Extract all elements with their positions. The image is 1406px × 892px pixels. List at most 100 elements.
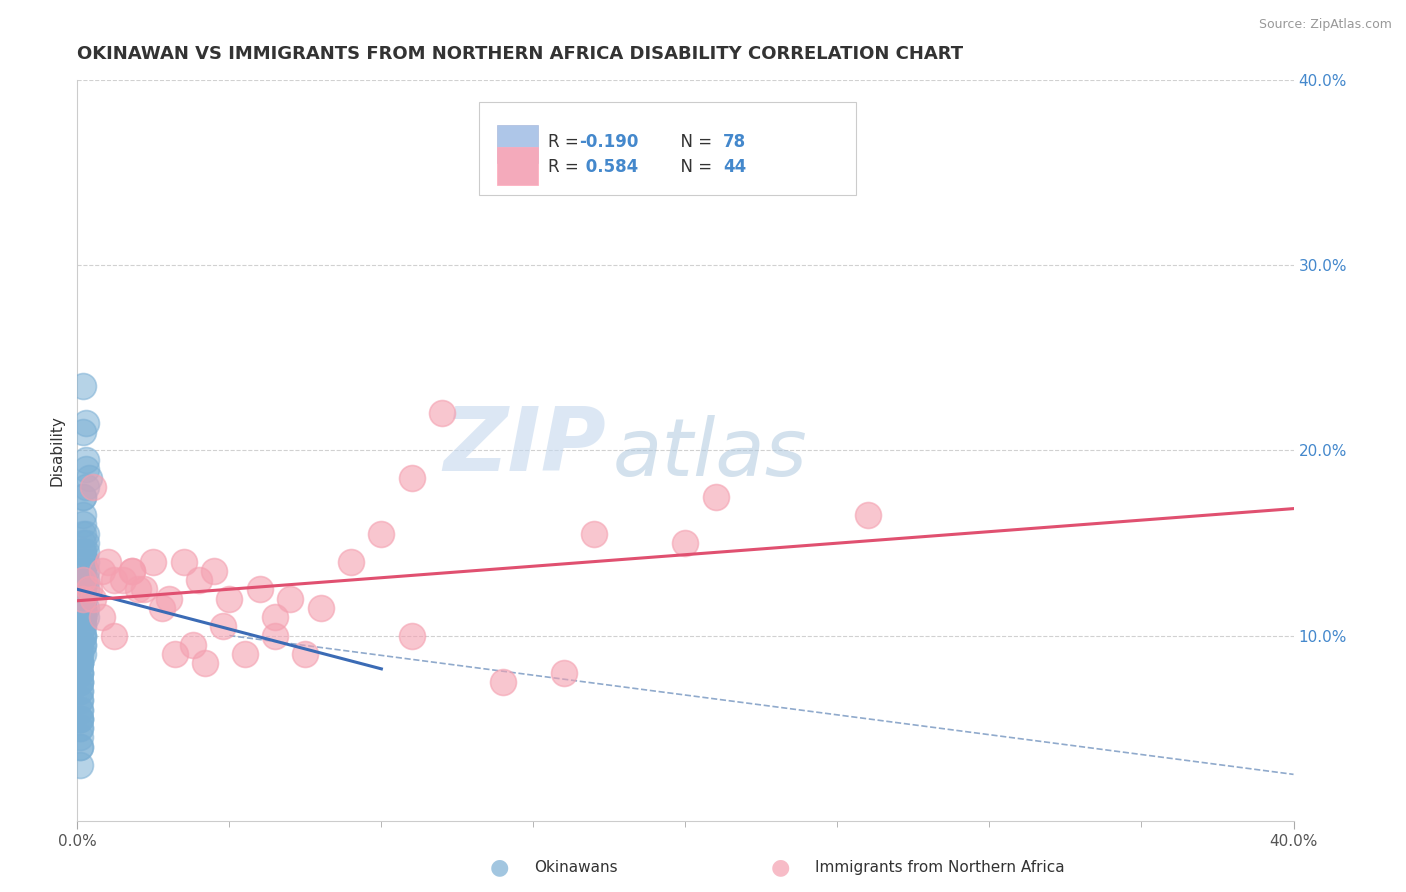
FancyBboxPatch shape <box>478 103 856 195</box>
Point <box>340 554 363 569</box>
Point <box>218 591 240 606</box>
Point <box>75 452 97 467</box>
Text: N =: N = <box>669 158 717 176</box>
Point <box>82 591 104 606</box>
Point <box>69 665 91 680</box>
Point <box>72 610 94 624</box>
Text: 78: 78 <box>723 133 747 151</box>
Text: ●: ● <box>770 857 790 877</box>
Point <box>181 638 204 652</box>
Point <box>72 591 94 606</box>
Point <box>72 573 94 587</box>
Point <box>72 545 94 559</box>
Point <box>69 674 91 689</box>
FancyBboxPatch shape <box>496 125 538 163</box>
Point <box>72 490 94 504</box>
Point <box>134 582 156 597</box>
Point <box>157 591 180 606</box>
Point <box>69 703 91 717</box>
Point <box>309 600 332 615</box>
Point <box>75 416 97 430</box>
Text: 0.584: 0.584 <box>579 158 638 176</box>
Point <box>82 481 104 495</box>
Point <box>72 564 94 578</box>
Text: Immigrants from Northern Africa: Immigrants from Northern Africa <box>815 860 1066 874</box>
Point <box>69 647 91 661</box>
Point <box>69 703 91 717</box>
Point <box>69 674 91 689</box>
Point <box>553 665 575 680</box>
Point <box>75 582 97 597</box>
Point <box>69 712 91 726</box>
Text: ●: ● <box>489 857 509 877</box>
Point <box>72 600 94 615</box>
Point <box>90 564 112 578</box>
Point <box>75 610 97 624</box>
Point <box>69 657 91 671</box>
Point <box>72 490 94 504</box>
Point <box>401 471 423 485</box>
Point <box>152 600 174 615</box>
Point <box>69 657 91 671</box>
Point <box>370 526 392 541</box>
Point <box>72 573 94 587</box>
Point <box>72 647 94 661</box>
Point <box>194 657 217 671</box>
Point <box>401 628 423 642</box>
Point <box>75 554 97 569</box>
Point <box>69 712 91 726</box>
Point <box>75 600 97 615</box>
Text: ZIP: ZIP <box>444 403 606 491</box>
Point <box>430 407 453 421</box>
Point <box>79 582 101 597</box>
Point <box>72 600 94 615</box>
Point <box>188 573 211 587</box>
Point <box>69 657 91 671</box>
Point <box>69 638 91 652</box>
Text: N =: N = <box>669 133 717 151</box>
Point <box>72 638 94 652</box>
Point <box>69 693 91 707</box>
Point <box>72 610 94 624</box>
Point <box>72 628 94 642</box>
Point <box>72 610 94 624</box>
Point <box>75 462 97 476</box>
Point <box>69 712 91 726</box>
Point <box>72 378 94 392</box>
Point <box>111 573 134 587</box>
Point <box>72 582 94 597</box>
Point <box>233 647 256 661</box>
Text: OKINAWAN VS IMMIGRANTS FROM NORTHERN AFRICA DISABILITY CORRELATION CHART: OKINAWAN VS IMMIGRANTS FROM NORTHERN AFR… <box>77 45 963 63</box>
Point <box>69 721 91 735</box>
Point <box>127 582 149 597</box>
Point <box>294 647 316 661</box>
Text: Okinawans: Okinawans <box>534 860 617 874</box>
Point <box>704 490 727 504</box>
Point <box>69 674 91 689</box>
Point <box>69 657 91 671</box>
Point <box>69 739 91 754</box>
Point <box>212 619 235 633</box>
Point <box>103 573 125 587</box>
Point <box>264 610 287 624</box>
Point <box>75 564 97 578</box>
Point <box>69 721 91 735</box>
Point <box>69 684 91 698</box>
Point <box>173 554 195 569</box>
Text: R =: R = <box>548 158 583 176</box>
FancyBboxPatch shape <box>496 147 538 186</box>
Point <box>69 731 91 745</box>
Y-axis label: Disability: Disability <box>49 415 65 486</box>
Point <box>72 573 94 587</box>
Point <box>72 517 94 532</box>
Point <box>69 693 91 707</box>
Point <box>72 610 94 624</box>
Point <box>72 591 94 606</box>
Point <box>75 481 97 495</box>
Point <box>69 684 91 698</box>
Point <box>97 554 120 569</box>
Point <box>69 665 91 680</box>
Point <box>72 600 94 615</box>
Point <box>72 554 94 569</box>
Point <box>583 526 606 541</box>
